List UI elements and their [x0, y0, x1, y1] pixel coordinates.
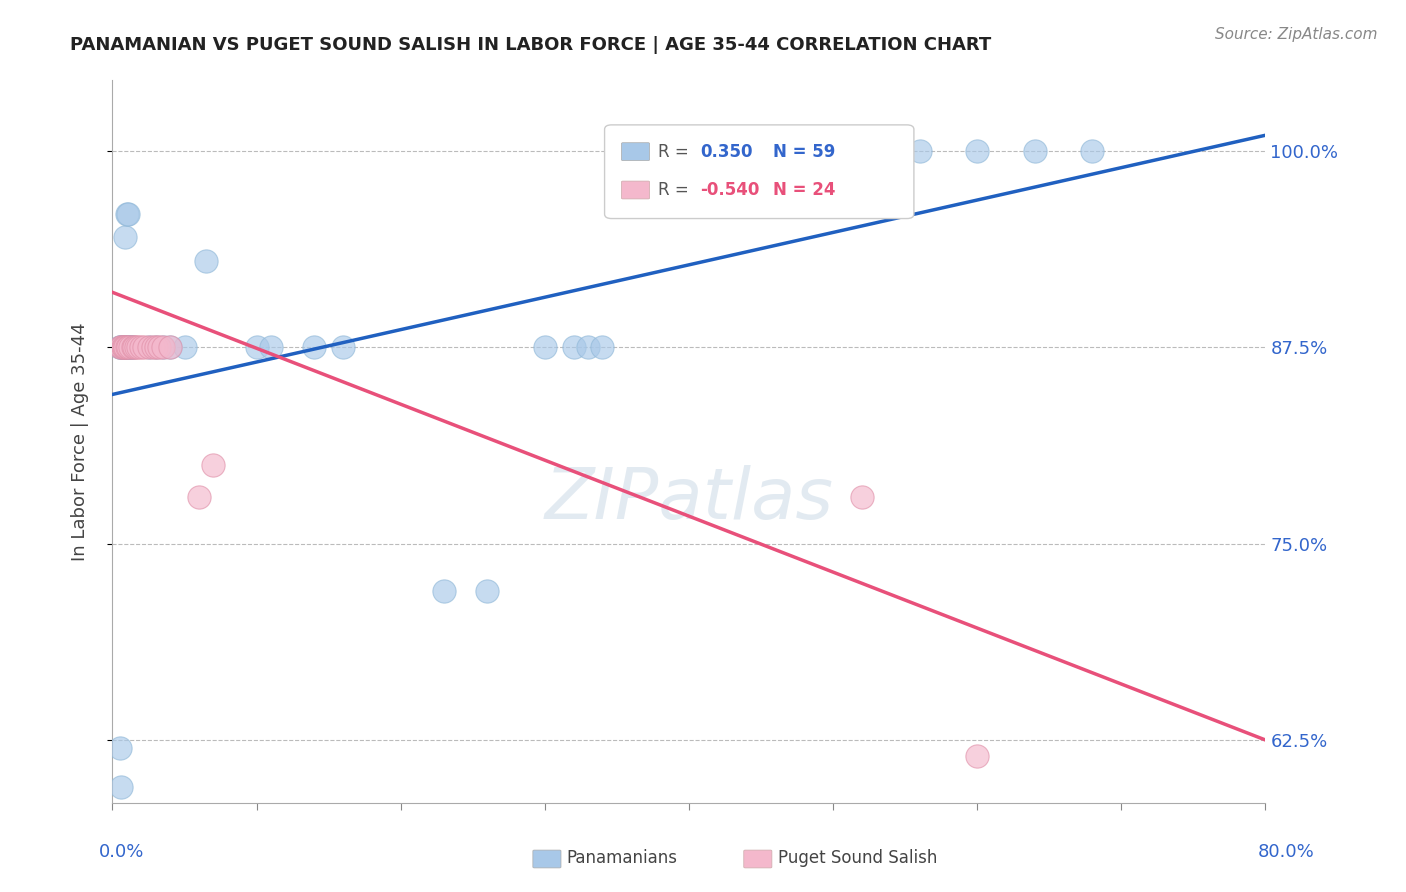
- Point: [117, 340, 139, 354]
- Point: [145, 340, 167, 354]
- Point: [304, 340, 326, 354]
- Point: [118, 340, 141, 354]
- Point: [117, 340, 139, 354]
- Point: [114, 230, 136, 244]
- Text: N = 59: N = 59: [773, 143, 835, 161]
- Point: [145, 340, 167, 354]
- Point: [534, 340, 557, 354]
- Point: [765, 144, 787, 158]
- Point: [793, 144, 815, 158]
- Point: [650, 144, 672, 158]
- Point: [115, 207, 138, 221]
- Point: [576, 340, 599, 354]
- Point: [664, 144, 686, 158]
- Point: [108, 340, 131, 354]
- Text: Panamanians: Panamanians: [567, 849, 678, 867]
- Point: [966, 144, 988, 158]
- Point: [1024, 144, 1046, 158]
- Text: N = 24: N = 24: [773, 181, 835, 199]
- Point: [110, 340, 132, 354]
- Point: [148, 340, 170, 354]
- Text: -0.540: -0.540: [700, 181, 759, 199]
- Point: [111, 340, 134, 354]
- Point: [851, 490, 873, 504]
- Point: [195, 253, 218, 268]
- Point: [138, 340, 160, 354]
- Point: [562, 340, 585, 354]
- Point: [115, 340, 138, 354]
- Point: [129, 340, 153, 354]
- Text: R =: R =: [658, 143, 695, 161]
- Text: 0.350: 0.350: [700, 143, 752, 161]
- Text: 80.0%: 80.0%: [1258, 843, 1315, 861]
- Point: [112, 340, 135, 354]
- Point: [152, 340, 174, 354]
- Point: [108, 340, 131, 354]
- Point: [118, 340, 141, 354]
- Point: [433, 583, 456, 598]
- Point: [159, 340, 181, 354]
- Point: [1081, 144, 1104, 158]
- Point: [735, 144, 758, 158]
- Point: [173, 340, 195, 354]
- Point: [880, 144, 903, 158]
- Point: [112, 340, 135, 354]
- Point: [678, 144, 700, 158]
- Point: [260, 340, 283, 354]
- Point: [821, 144, 844, 158]
- Point: [112, 340, 135, 354]
- Point: [111, 340, 134, 354]
- Text: PANAMANIAN VS PUGET SOUND SALISH IN LABOR FORCE | AGE 35-44 CORRELATION CHART: PANAMANIAN VS PUGET SOUND SALISH IN LABO…: [70, 36, 991, 54]
- Point: [110, 780, 132, 794]
- Point: [188, 490, 211, 504]
- Point: [108, 340, 131, 354]
- Point: [117, 340, 139, 354]
- Point: [851, 144, 873, 158]
- Point: [115, 340, 138, 354]
- Point: [114, 340, 136, 354]
- Point: [202, 458, 225, 472]
- Point: [592, 340, 614, 354]
- Point: [115, 340, 138, 354]
- Text: 0.0%: 0.0%: [98, 843, 143, 861]
- Point: [108, 740, 131, 755]
- Point: [749, 144, 772, 158]
- Text: ZIPatlas: ZIPatlas: [544, 465, 834, 533]
- Point: [134, 340, 156, 354]
- Point: [142, 340, 165, 354]
- Point: [138, 340, 160, 354]
- Text: Puget Sound Salish: Puget Sound Salish: [778, 849, 936, 867]
- Point: [332, 340, 354, 354]
- Text: R =: R =: [658, 181, 695, 199]
- Point: [127, 340, 149, 354]
- Point: [159, 340, 181, 354]
- Point: [114, 340, 136, 354]
- Point: [908, 144, 931, 158]
- Point: [121, 340, 143, 354]
- Y-axis label: In Labor Force | Age 35-44: In Labor Force | Age 35-44: [70, 322, 89, 561]
- Point: [114, 340, 136, 354]
- Point: [117, 207, 139, 221]
- Point: [111, 340, 134, 354]
- Text: Source: ZipAtlas.com: Source: ZipAtlas.com: [1215, 27, 1378, 42]
- Point: [246, 340, 269, 354]
- Point: [475, 583, 499, 598]
- Point: [152, 340, 174, 354]
- Point: [124, 340, 146, 354]
- Point: [121, 340, 143, 354]
- Point: [115, 340, 138, 354]
- Point: [120, 340, 142, 354]
- Point: [115, 340, 138, 354]
- Point: [122, 340, 145, 354]
- Point: [110, 340, 132, 354]
- Point: [112, 340, 135, 354]
- Point: [118, 340, 141, 354]
- Point: [966, 748, 988, 763]
- Point: [707, 144, 730, 158]
